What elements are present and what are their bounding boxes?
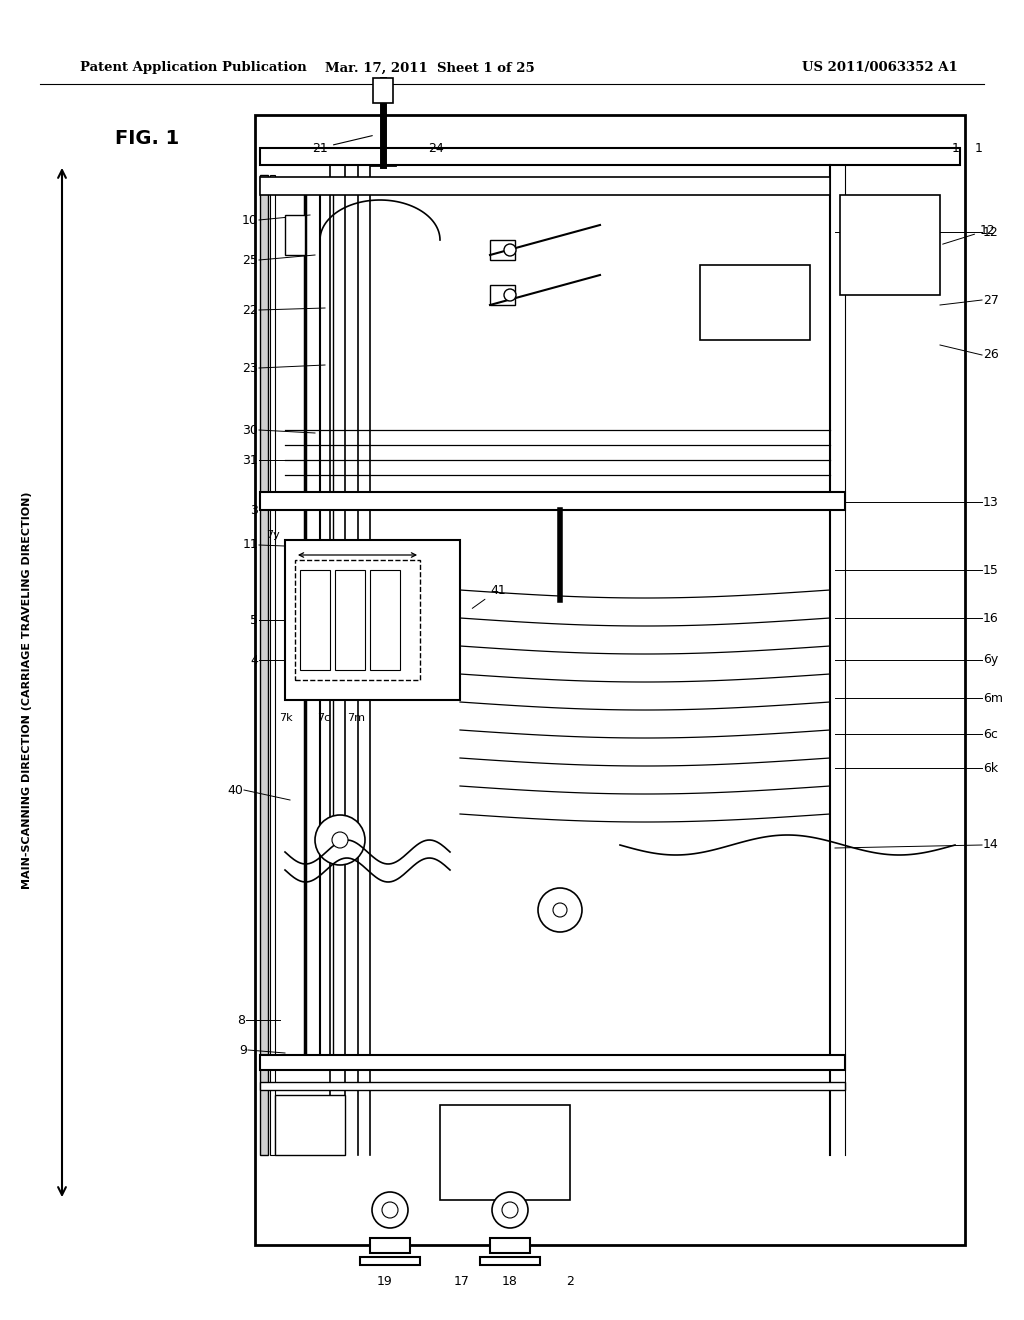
Text: 4: 4 [250,653,258,667]
Text: 18: 18 [502,1275,518,1288]
Bar [840,195,940,294]
Text: FIG. 1: FIG. 1 [115,128,179,148]
Bar [490,1238,530,1253]
Circle shape [382,1203,398,1218]
Text: 25: 25 [242,253,258,267]
Text: 22: 22 [243,304,258,317]
Circle shape [372,1192,408,1228]
Text: 1: 1 [975,141,983,154]
Circle shape [502,1203,518,1218]
Text: US 2011/0063352 A1: US 2011/0063352 A1 [802,62,957,74]
Circle shape [504,289,516,301]
Text: 6y: 6y [983,653,998,667]
Text: MAIN-SCANNING DIRECTION (CARRIAGE TRAVELING DIRECTION): MAIN-SCANNING DIRECTION (CARRIAGE TRAVEL… [22,491,32,888]
Text: 15: 15 [983,564,998,577]
Text: 6k: 6k [983,762,998,775]
Text: 41: 41 [472,583,506,609]
Text: 13: 13 [983,495,998,508]
Bar [285,215,305,255]
Text: 12: 12 [983,226,998,239]
Text: 26: 26 [983,348,998,362]
Text: 21: 21 [312,136,373,154]
Circle shape [332,832,348,847]
Circle shape [504,244,516,256]
Bar [480,1257,540,1265]
Bar [370,570,400,671]
Bar [373,78,393,103]
Bar [285,540,460,700]
Bar [260,176,268,1155]
Text: 7y: 7y [266,531,280,540]
Text: 7k: 7k [280,713,293,723]
Text: 12: 12 [943,223,995,244]
Bar [260,177,830,195]
Bar [335,570,365,671]
Bar [260,1055,845,1071]
Text: 16: 16 [983,611,998,624]
Bar [440,1105,570,1200]
Bar [490,240,515,260]
Text: 19: 19 [377,1275,393,1288]
Text: 30: 30 [242,424,258,437]
Text: 11: 11 [243,539,258,552]
Text: 1: 1 [952,141,961,154]
Text: Mar. 17, 2011  Sheet 1 of 25: Mar. 17, 2011 Sheet 1 of 25 [326,62,535,74]
Text: 8: 8 [237,1014,245,1027]
Bar [260,492,845,510]
Bar [370,1238,410,1253]
Text: 3: 3 [250,503,258,516]
Text: 7c: 7c [316,713,330,723]
Text: 31: 31 [243,454,258,466]
Bar [360,1257,420,1265]
Circle shape [538,888,582,932]
Text: 5: 5 [250,614,258,627]
Bar [300,570,330,671]
Text: 2: 2 [566,1275,573,1288]
Text: 6c: 6c [983,727,997,741]
Text: Patent Application Publication: Patent Application Publication [80,62,307,74]
Circle shape [553,903,567,917]
Text: 23: 23 [243,362,258,375]
Text: 7m: 7m [347,713,365,723]
Circle shape [492,1192,528,1228]
Bar [270,176,275,1155]
Text: 14: 14 [983,838,998,851]
Text: 9: 9 [240,1044,247,1056]
Bar [275,1096,345,1155]
Bar [260,148,961,165]
Text: 40: 40 [227,784,243,796]
Bar [700,265,810,341]
Circle shape [315,814,365,865]
Bar [295,560,420,680]
Text: 10: 10 [242,214,258,227]
Text: 17: 17 [454,1275,470,1288]
Text: 24: 24 [400,141,443,154]
Text: 27: 27 [983,293,998,306]
Bar [490,285,515,305]
Text: 6m: 6m [983,692,1002,705]
Bar [260,1082,845,1090]
